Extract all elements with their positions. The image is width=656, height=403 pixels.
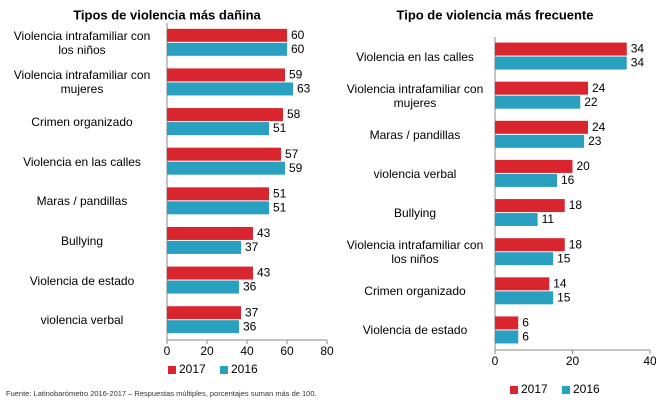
value-label: 18 — [569, 198, 583, 212]
bar — [167, 82, 293, 95]
category-label: Violencia de estado — [0, 274, 167, 288]
value-label: 6 — [522, 316, 529, 330]
value-label: 58 — [287, 107, 301, 121]
x-tick-label: 80 — [320, 344, 334, 358]
legend-label: 2016 — [573, 382, 600, 396]
bar — [167, 43, 287, 56]
x-tick-label: 40 — [643, 354, 656, 368]
category-label: violencia verbal — [0, 313, 167, 327]
category-label: Violencia intrafamiliar con mujeres — [330, 82, 500, 110]
bar — [167, 122, 269, 135]
bar — [495, 57, 627, 70]
x-tick-label: 40 — [240, 344, 254, 358]
value-label: 15 — [557, 290, 571, 304]
bar — [495, 160, 573, 173]
value-label: 24 — [592, 81, 606, 95]
value-label: 51 — [273, 186, 287, 200]
value-label: 22 — [584, 95, 598, 109]
value-label: 36 — [243, 280, 257, 294]
bar — [167, 162, 285, 175]
bar — [167, 241, 241, 254]
category-label: Crimen organizado — [330, 284, 500, 298]
value-label: 11 — [542, 212, 555, 226]
bar — [495, 213, 538, 226]
value-label: 43 — [257, 266, 271, 280]
category-label: Bullying — [330, 206, 500, 220]
chart-title: Tipos de violencia más dañina — [73, 7, 261, 22]
value-label: 57 — [285, 147, 299, 161]
value-label: 37 — [245, 305, 259, 319]
bar — [495, 96, 580, 109]
value-label: 34 — [631, 56, 645, 70]
category-label: Violencia en las calles — [0, 155, 167, 169]
source-note: Fuente: Latinobarómetro 2016-2017 – Resp… — [6, 389, 317, 398]
value-label: 36 — [243, 319, 257, 333]
value-label: 20 — [577, 159, 591, 173]
bar — [495, 135, 584, 148]
category-label: Violencia de estado — [330, 323, 500, 337]
category-label: Violencia intrafamiliar con mujeres — [0, 68, 167, 96]
bar — [495, 277, 549, 290]
bar — [167, 148, 281, 161]
category-label: Bullying — [0, 234, 167, 248]
value-label: 37 — [245, 240, 259, 254]
bar — [495, 174, 557, 187]
category-label: Violencia intrafamiliar con los niños — [0, 29, 167, 57]
category-label: Violencia en las calles — [330, 50, 500, 64]
legend-label: 2017 — [521, 382, 548, 396]
bar — [495, 291, 553, 304]
category-label: Violencia intrafamiliar con los niños — [330, 238, 500, 266]
x-tick-label: 0 — [492, 354, 499, 368]
value-label: 51 — [273, 200, 287, 214]
x-tick-label: 20 — [566, 354, 580, 368]
value-label: 34 — [631, 42, 645, 56]
value-label: 59 — [289, 161, 303, 175]
value-label: 14 — [553, 276, 567, 290]
chart-title: Tipo de violencia más frecuente — [397, 7, 594, 22]
value-label: 18 — [569, 237, 583, 251]
bar — [495, 43, 627, 56]
legend-swatch — [220, 366, 228, 374]
legend-swatch — [510, 386, 518, 394]
category-label: Maras / pandillas — [0, 194, 167, 208]
value-label: 23 — [588, 134, 602, 148]
bar — [167, 267, 253, 280]
bar — [167, 108, 283, 121]
category-label: violencia verbal — [330, 167, 500, 181]
bar — [495, 252, 553, 265]
value-label: 16 — [561, 173, 575, 187]
category-label: Maras / pandillas — [330, 128, 500, 142]
bar — [167, 187, 269, 200]
bar — [495, 82, 588, 95]
value-label: 60 — [291, 42, 305, 56]
value-label: 43 — [257, 226, 271, 240]
bar — [167, 68, 285, 81]
value-label: 60 — [291, 28, 305, 42]
legend-label: 2016 — [231, 362, 258, 376]
bar — [167, 227, 253, 240]
x-tick-label: 0 — [164, 344, 171, 358]
bar — [167, 281, 239, 294]
bar — [495, 121, 588, 134]
legend-label: 2017 — [179, 362, 206, 376]
value-label: 59 — [289, 68, 303, 82]
page: Tipos de violencia más dañina02040608060… — [0, 0, 656, 403]
legend-swatch — [562, 386, 570, 394]
x-tick-label: 60 — [280, 344, 294, 358]
category-label: Crimen organizado — [0, 115, 167, 129]
value-label: 6 — [522, 330, 529, 344]
value-label: 15 — [557, 251, 571, 265]
x-tick-label: 20 — [200, 344, 214, 358]
value-label: 63 — [297, 82, 311, 96]
bar — [167, 201, 269, 214]
value-label: 51 — [273, 121, 287, 135]
bar — [167, 29, 287, 42]
bar — [495, 199, 565, 212]
bar — [495, 238, 565, 251]
bar — [167, 320, 239, 333]
legend-swatch — [168, 366, 176, 374]
value-label: 24 — [592, 120, 606, 134]
bar — [167, 306, 241, 319]
